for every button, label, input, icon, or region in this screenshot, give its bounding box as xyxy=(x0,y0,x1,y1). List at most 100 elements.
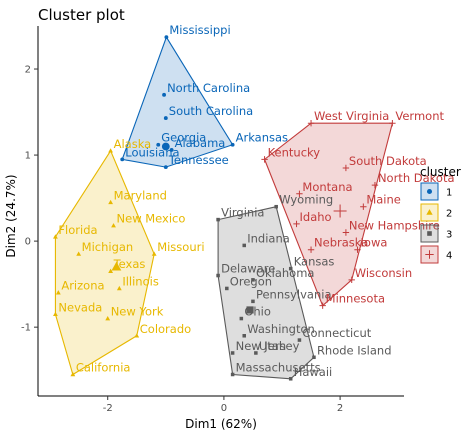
point-label: South Dakota xyxy=(349,154,427,168)
cluster-4-hull xyxy=(263,122,394,307)
cluster-1-point xyxy=(163,116,168,120)
y-axis-label: Dim2 (24.7%) xyxy=(4,174,18,257)
cluster-2-point xyxy=(108,268,114,273)
cluster-2-point xyxy=(70,371,76,377)
point-label: New Jersey xyxy=(236,339,300,353)
point-label: Pennsylvania xyxy=(256,287,332,301)
cluster-1-point xyxy=(230,142,235,147)
cluster-hulls xyxy=(54,35,394,380)
legend-marker-1 xyxy=(426,188,433,195)
y-tick-label: 2 xyxy=(25,65,31,76)
cluster-4-point xyxy=(342,229,350,236)
x-tick-label: 0 xyxy=(221,403,227,414)
cluster-1-point xyxy=(156,142,161,147)
point-label: Montana xyxy=(302,180,352,194)
point-label: Georgia xyxy=(161,131,206,145)
point-label: Tennessee xyxy=(168,153,229,167)
cluster-3-point xyxy=(297,338,302,342)
point-label: Iowa xyxy=(361,236,388,250)
cluster-3-point xyxy=(251,278,255,282)
cluster-3-point xyxy=(274,204,278,209)
legend-marker-4 xyxy=(425,250,434,259)
point-label: Louisiana xyxy=(125,145,179,159)
cluster-2-point xyxy=(108,199,114,205)
cluster-4-point xyxy=(296,190,303,197)
point-label: New Mexico xyxy=(117,212,186,226)
point-label: Florida xyxy=(58,223,97,237)
point-label: Maine xyxy=(366,193,401,207)
y-tick-label: -1 xyxy=(21,323,31,334)
cluster-3-point xyxy=(251,299,255,304)
cluster-4-point xyxy=(348,276,355,284)
plot-area: -2 0 2 -1 0 1 2 xyxy=(21,26,404,414)
point-label: Missouri xyxy=(157,240,204,254)
legend-marker-3 xyxy=(427,231,432,236)
point-label: Colorado xyxy=(140,322,191,336)
cluster-3-point xyxy=(216,217,220,222)
cluster-2-point xyxy=(53,234,58,239)
point-label: Wyoming xyxy=(279,193,333,207)
point-label: Arizona xyxy=(61,279,104,293)
cluster-3-point xyxy=(242,334,246,338)
cluster-2-point xyxy=(53,311,58,317)
y-tick-label: 1 xyxy=(25,151,31,162)
point-label: Delaware xyxy=(221,262,275,276)
point-label: Minnesota xyxy=(326,292,385,306)
point-label: North Carolina xyxy=(167,81,250,95)
data-points xyxy=(53,35,396,381)
cluster-1-point xyxy=(163,165,168,170)
point-label: Hawaii xyxy=(294,365,333,379)
point-label: New Hampshire xyxy=(349,219,440,233)
cluster-1-point xyxy=(164,35,169,40)
point-label: Oklahoma xyxy=(256,266,315,280)
point-label: West Virginia xyxy=(314,109,389,123)
y-tick-label: 0 xyxy=(25,237,31,248)
legend: cluster 1 2 3 4 xyxy=(420,165,461,264)
cluster-2-point xyxy=(134,333,140,338)
cluster-1-center xyxy=(161,142,170,151)
cluster-3-point xyxy=(288,266,293,271)
point-label: Mississippi xyxy=(169,23,230,37)
legend-label: 2 xyxy=(446,209,452,220)
point-label: Kentucky xyxy=(268,145,321,159)
cluster-3-point xyxy=(239,316,244,321)
data-labels: Mississippi North Carolina South Carolina G… xyxy=(58,23,454,379)
point-label: Oregon xyxy=(230,274,272,288)
cluster-4-point xyxy=(354,246,361,253)
cluster-2-point xyxy=(151,251,157,256)
legend-label: 1 xyxy=(446,188,452,199)
cluster-3-point xyxy=(230,372,235,377)
cluster-4-point xyxy=(371,181,379,189)
cluster-4-point xyxy=(307,120,315,127)
chart-title: Cluster plot xyxy=(38,6,125,24)
point-label: Utah xyxy=(259,339,286,353)
cluster-2-point xyxy=(55,290,61,295)
cluster-3-point xyxy=(242,243,246,248)
point-label: Kansas xyxy=(294,255,335,269)
point-label: Idaho xyxy=(300,210,332,224)
legend-label: 4 xyxy=(446,251,452,262)
point-label: Maryland xyxy=(114,188,167,202)
cluster-4-point xyxy=(342,164,350,172)
cluster-2-point xyxy=(76,251,82,256)
point-label: Virginia xyxy=(221,206,264,220)
cluster-4-point xyxy=(261,156,268,163)
cluster-2-point xyxy=(108,148,114,153)
point-label: Arkansas xyxy=(236,131,288,145)
point-label: Illinois xyxy=(122,274,159,288)
x-tick-label: 2 xyxy=(337,403,343,414)
cluster-2-center xyxy=(111,261,122,271)
x-tick-label: -2 xyxy=(103,403,113,414)
point-label: Massachusetts xyxy=(236,360,321,374)
cluster-4-center xyxy=(333,204,347,218)
x-axis-label: Dim1 (62%) xyxy=(185,417,257,431)
cluster-3-point xyxy=(216,273,220,278)
cluster-3-point xyxy=(288,377,293,381)
point-label: Nebraska xyxy=(314,236,368,250)
cluster-3-point xyxy=(225,286,229,291)
cluster-4-point xyxy=(307,246,315,253)
point-label: Alaska xyxy=(114,137,152,151)
cluster-3-point xyxy=(254,351,258,355)
legend-marker-2 xyxy=(426,209,433,215)
cluster-4-point xyxy=(293,220,300,228)
